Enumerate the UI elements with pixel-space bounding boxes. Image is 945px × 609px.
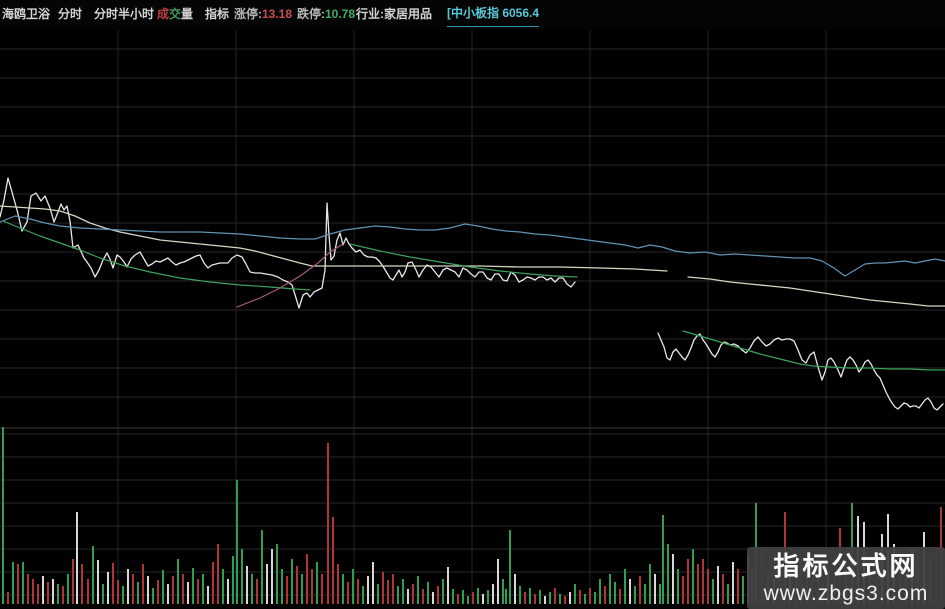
tab-minute-chart[interactable]: 分时 [58, 7, 83, 21]
limit-up-label: 涨停: [234, 7, 262, 21]
limit-down-field: 跌停:10.78 [297, 0, 355, 29]
tab-volume-char1: 成 [157, 7, 170, 21]
series-trend-green-day2 [682, 330, 945, 371]
index-link[interactable]: [中小板指 6056.4 [447, 0, 540, 27]
tab-volume[interactable]: 成交量 [157, 0, 193, 29]
series-price-day1 [0, 177, 576, 309]
limit-down-value: 10.78 [325, 7, 356, 21]
grid-lines [0, 30, 945, 604]
tab-volume-char3: 量 [181, 7, 194, 21]
tab-indicator[interactable]: 指标 [205, 7, 230, 21]
stock-name: 海鸥卫浴 [2, 7, 51, 21]
chart-header-bar: 海鸥卫浴 分时 分时半小时 成交量 指标 涨停:13.18 跌停:10.78 行… [0, 0, 945, 29]
series-avg-day2 [687, 276, 945, 307]
watermark-url: www.zbgs3.com [763, 581, 929, 605]
series-price-day2 [657, 332, 944, 411]
tab-half-hour-chart[interactable]: 分时半小时 [94, 7, 155, 21]
site-watermark: 指标公式网 www.zbgs3.com [747, 547, 945, 609]
limit-down-label: 跌停: [297, 7, 325, 21]
watermark-title: 指标公式网 [773, 550, 919, 581]
tab-volume-char2: 交 [169, 7, 182, 21]
limit-up-field: 涨停:13.18 [234, 0, 292, 29]
series-index-line-cyan [0, 215, 945, 277]
industry-field: 行业:家居用品 [356, 7, 432, 21]
series-trend-green-day1b [349, 243, 578, 278]
limit-up-value: 13.18 [262, 7, 293, 21]
series-avg-day1 [0, 205, 668, 272]
series-trend-green-day1 [2, 220, 311, 291]
series-trend-pink [236, 243, 344, 308]
